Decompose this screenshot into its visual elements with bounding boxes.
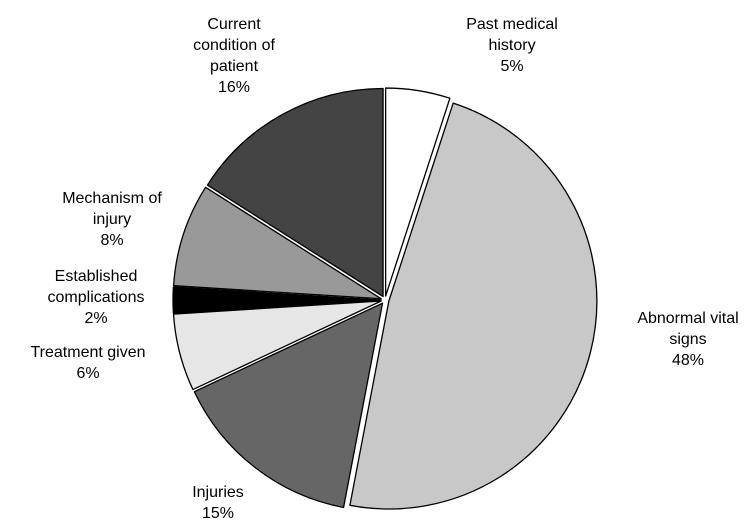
category-name: Treatment given bbox=[30, 344, 146, 361]
pie-slice bbox=[206, 87, 384, 298]
slice-label: Established complications 2% bbox=[26, 266, 166, 329]
category-name: Abnormal vital signs bbox=[637, 310, 739, 348]
pie-slice bbox=[349, 102, 598, 510]
slice-label: Treatment given 6% bbox=[0, 342, 178, 384]
slice-label: Injuries 15% bbox=[158, 482, 278, 520]
percent-label: 48% bbox=[671, 352, 705, 369]
percent-label: 15% bbox=[201, 505, 235, 520]
percent-label: 2% bbox=[84, 310, 108, 327]
pie-slice bbox=[172, 300, 382, 391]
category-name: Past medical history bbox=[466, 16, 558, 54]
category-name: Established complications bbox=[47, 268, 145, 306]
pie-slice bbox=[172, 186, 382, 300]
percent-label: 16% bbox=[217, 79, 251, 96]
pie-slice bbox=[193, 302, 384, 509]
slice-label: Past medical history 5% bbox=[447, 14, 577, 77]
category-name: Injuries bbox=[192, 484, 244, 501]
pie-slice bbox=[384, 87, 451, 297]
category-name: Mechanism of injury bbox=[62, 190, 162, 228]
slice-label: Abnormal vital signs 48% bbox=[623, 308, 746, 371]
slice-label: Current condition of patient 16% bbox=[179, 14, 289, 98]
percent-label: 6% bbox=[76, 365, 100, 382]
percent-label: 8% bbox=[100, 232, 124, 249]
category-name: Current condition of patient bbox=[193, 16, 275, 75]
slice-label: Mechanism of injury 8% bbox=[47, 188, 177, 251]
percent-label: 5% bbox=[500, 58, 524, 75]
pie-slice bbox=[172, 286, 382, 314]
